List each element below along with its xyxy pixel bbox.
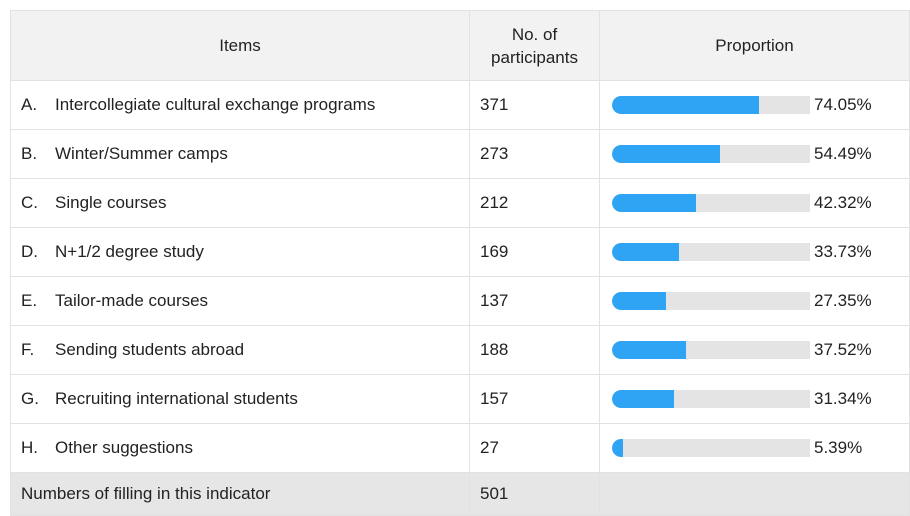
participants: 27 xyxy=(469,423,600,473)
participants: 169 xyxy=(469,227,600,277)
header-proportion: Proportion xyxy=(599,10,910,81)
header-items: Items xyxy=(10,10,470,81)
item-letter: G. xyxy=(21,389,39,408)
proportion-label: 37.52% xyxy=(814,340,872,360)
row: A. Intercollegiate cultural exchange prog… xyxy=(10,80,910,130)
item-cell: G. Recruiting international students xyxy=(10,374,470,424)
bar-track xyxy=(612,145,810,164)
table-footer: Numbers of filling in this indicator 501 xyxy=(10,472,910,516)
table-body: A. Intercollegiate cultural exchange prog… xyxy=(10,80,910,473)
item-letter: B. xyxy=(21,144,38,163)
row: F. Sending students abroad 188 37.52% xyxy=(10,325,910,375)
bar xyxy=(612,390,675,409)
row: E. Tailor-made courses 137 27.35% xyxy=(10,276,910,326)
proportion-label: 5.39% xyxy=(814,438,863,458)
bar xyxy=(612,96,759,115)
footer-empty xyxy=(599,472,910,516)
proportion-cell: 42.32% xyxy=(599,178,910,228)
participants: 371 xyxy=(469,80,600,130)
proportion-label: 42.32% xyxy=(814,193,872,213)
item-cell: B. Winter/Summer camps xyxy=(10,129,470,179)
proportion-cell: 5.39% xyxy=(599,423,910,473)
bar xyxy=(612,243,679,262)
item-cell: F. Sending students abroad xyxy=(10,325,470,375)
proportion-cell: 31.34% xyxy=(599,374,910,424)
results-table: Items No. of participants Proportion A. I… xyxy=(10,10,910,516)
participants: 137 xyxy=(469,276,600,326)
proportion-label: 33.73% xyxy=(814,242,872,262)
row: G. Recruiting international students 157 31… xyxy=(10,374,910,424)
proportion-cell: 37.52% xyxy=(599,325,910,375)
participants: 188 xyxy=(469,325,600,375)
bar-track xyxy=(612,341,810,360)
participants: 212 xyxy=(469,178,600,228)
item-cell: E. Tailor-made courses xyxy=(10,276,470,326)
item-name: Winter/Summer camps xyxy=(55,144,228,163)
row: B. Winter/Summer camps 273 54.49% xyxy=(10,129,910,179)
proportion-cell: 74.05% xyxy=(599,80,910,130)
item-name: Intercollegiate cultural exchange progra… xyxy=(55,95,376,114)
bar-track xyxy=(612,439,810,458)
bar xyxy=(612,145,720,164)
item-name: Sending students abroad xyxy=(55,340,245,359)
item-cell: H. Other suggestions xyxy=(10,423,470,473)
row: H. Other suggestions 27 5.39% xyxy=(10,423,910,473)
proportion-label: 27.35% xyxy=(814,291,872,311)
item-letter: A. xyxy=(21,95,38,114)
footer-participants: 501 xyxy=(469,472,600,516)
proportion-cell: 54.49% xyxy=(599,129,910,179)
item-name: N+1/2 degree study xyxy=(55,242,204,261)
item-name: Other suggestions xyxy=(55,438,193,457)
proportion-label: 31.34% xyxy=(814,389,872,409)
bar-track xyxy=(612,292,810,311)
item-letter: E. xyxy=(21,291,38,310)
row: C. Single courses 212 42.32% xyxy=(10,178,910,228)
bar-track xyxy=(612,243,810,262)
proportion-cell: 33.73% xyxy=(599,227,910,277)
item-letter: F. xyxy=(21,340,35,359)
bar-track xyxy=(612,390,810,409)
bar xyxy=(612,439,623,458)
bar xyxy=(612,194,696,213)
table-header: Items No. of participants Proportion xyxy=(10,10,910,81)
row: D. N+1/2 degree study 169 33.73% xyxy=(10,227,910,277)
item-cell: C. Single courses xyxy=(10,178,470,228)
participants: 157 xyxy=(469,374,600,424)
item-letter: H. xyxy=(21,438,38,457)
participants: 273 xyxy=(469,129,600,179)
proportion-label: 74.05% xyxy=(814,95,872,115)
item-name: Single courses xyxy=(55,193,167,212)
item-name: Recruiting international students xyxy=(55,389,298,408)
bar-track xyxy=(612,96,810,115)
bar-track xyxy=(612,194,810,213)
item-name: Tailor-made courses xyxy=(55,291,209,310)
item-cell: A. Intercollegiate cultural exchange prog… xyxy=(10,80,470,130)
item-letter: D. xyxy=(21,242,38,261)
proportion-cell: 27.35% xyxy=(599,276,910,326)
bar xyxy=(612,292,667,311)
proportion-label: 54.49% xyxy=(814,144,872,164)
footer-label: Numbers of filling in this indicator xyxy=(10,472,470,516)
bar xyxy=(612,341,687,360)
header-participants: No. of participants xyxy=(469,10,600,81)
item-cell: D. N+1/2 degree study xyxy=(10,227,470,277)
item-letter: C. xyxy=(21,193,38,212)
